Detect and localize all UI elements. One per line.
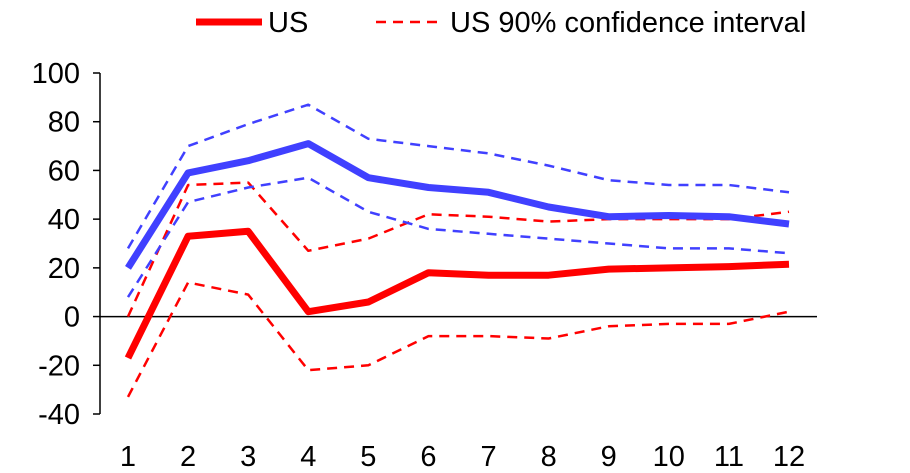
legend: US US 90% confidence interval [196, 7, 806, 39]
x-tick-label: 12 [773, 441, 805, 473]
y-tick-label: 100 [32, 58, 80, 90]
x-tick-label: 2 [180, 441, 196, 473]
series-line-5 [126, 176, 790, 298]
x-tick-label: 11 [714, 441, 744, 473]
legend-label-us: US [268, 7, 308, 39]
series-line-0 [124, 227, 790, 360]
x-tick-label: 10 [653, 441, 685, 473]
x-tick-label: 8 [541, 441, 557, 473]
x-tick-label: 6 [420, 441, 436, 473]
series-line-2 [126, 281, 790, 398]
x-tick-label: 4 [300, 441, 316, 473]
y-tick-label: 40 [48, 204, 80, 236]
series-layer [124, 103, 790, 398]
x-tick-label: 5 [360, 441, 376, 473]
x-tick-label: 3 [240, 441, 256, 473]
legend-label-us-ci: US 90% confidence interval [450, 7, 806, 39]
y-tick-label: 60 [48, 155, 80, 187]
x-tick-label: 7 [480, 441, 496, 473]
y-tick-label: 80 [48, 107, 80, 139]
series-line-3 [125, 140, 790, 270]
y-tick-label: 0 [64, 302, 80, 334]
series-line-4 [126, 103, 790, 250]
x-tick-label: 9 [601, 441, 617, 473]
series-line-1 [126, 181, 790, 318]
y-tick-label: -20 [38, 350, 80, 382]
y-tick-label: 20 [48, 253, 80, 285]
y-tick-label: -40 [38, 399, 80, 431]
x-tick-label: 1 [120, 441, 136, 473]
